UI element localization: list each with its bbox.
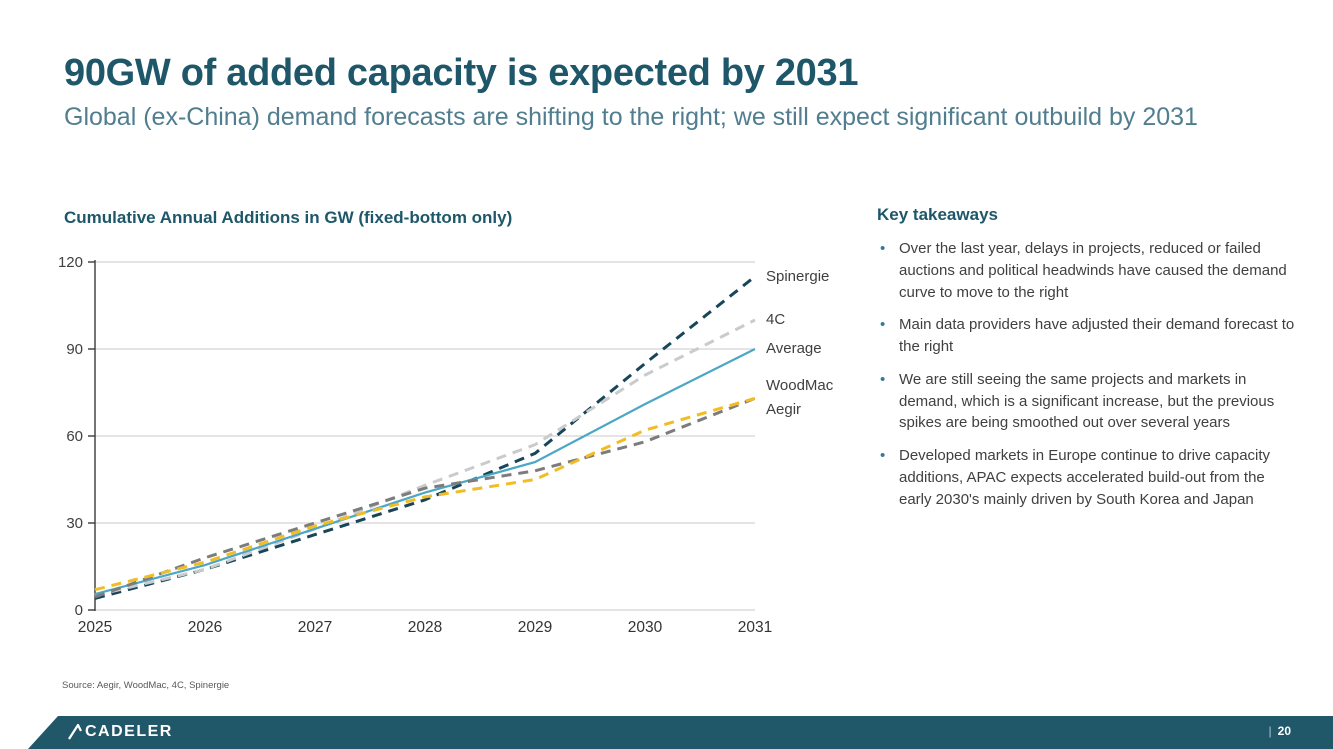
x-tick-label: 2030	[628, 619, 663, 636]
cadeler-logo-text: CADELER	[85, 723, 173, 740]
series-line-4c	[94, 318, 756, 597]
takeaway-text: Main data providers have adjusted their …	[899, 316, 1295, 355]
x-tick-label: 2025	[78, 619, 112, 636]
source-note: Source: Aegir, WoodMac, 4C, Spinergie	[62, 680, 230, 691]
page-number: | 20	[1269, 724, 1291, 738]
series-label-spinergie: Spinergie	[766, 267, 830, 285]
x-tick-label: 2026	[188, 619, 222, 636]
x-tick-label: 2031	[738, 619, 772, 636]
page-title: 90GW of added capacity is expected by 20…	[64, 52, 859, 94]
series-label-average: Average	[766, 340, 822, 357]
y-tick-label: 60	[66, 428, 83, 445]
chart-title: Cumulative Annual Additions in GW (fixed…	[64, 208, 513, 227]
page-number-value: 20	[1277, 724, 1291, 738]
takeaway-item: • We are still seeing the same projects …	[877, 369, 1302, 434]
x-tick-label: 2027	[298, 619, 332, 636]
page-subtitle: Global (ex-China) demand forecasts are s…	[64, 103, 1198, 131]
y-tick-label: 90	[66, 341, 83, 358]
series-line-average	[94, 348, 756, 596]
cadeler-logo-mark-icon	[68, 724, 82, 740]
takeaway-item: • Main data providers have adjusted thei…	[877, 314, 1302, 358]
series-label-woodmac: WoodMac	[766, 377, 834, 395]
y-tick-label: 0	[75, 602, 83, 619]
x-tick-label: 2028	[408, 619, 442, 636]
bullet-icon: •	[880, 447, 886, 464]
bullet-icon: •	[880, 316, 886, 334]
page-number-separator: |	[1268, 724, 1272, 738]
series-label-4c: 4C	[766, 311, 786, 328]
takeaway-text: Developed markets in Europe continue to …	[899, 447, 1271, 508]
series-line-spinergie	[94, 275, 756, 600]
footer-bar: CADELER | 20	[28, 716, 1333, 749]
takeaway-text: Over the last year, delays in projects, …	[899, 240, 1287, 301]
takeaway-text: We are still seeing the same projects an…	[899, 370, 1275, 432]
capacity-line-chart: 0 30 60 90 120 2025 2026 2027 2028 2029 2030 2031	[58, 254, 772, 636]
bullet-icon: •	[880, 240, 886, 257]
cadeler-logo: CADELER	[68, 723, 173, 741]
series-line-woodmac	[94, 396, 756, 599]
key-takeaways-panel: Key takeaways • Over the last year, dela…	[877, 205, 1302, 521]
takeaway-item: • Developed markets in Europe continue t…	[877, 445, 1302, 510]
takeaway-item: • Over the last year, delays in projects…	[877, 238, 1302, 303]
key-takeaways-title: Key takeaways	[877, 205, 998, 224]
series-line-aegir	[94, 396, 756, 592]
bullet-icon: •	[880, 370, 886, 388]
y-tick-label: 120	[58, 254, 83, 271]
x-tick-label: 2029	[518, 619, 552, 636]
series-label-aegir: Aegir	[766, 401, 802, 419]
y-tick-label: 30	[66, 515, 83, 532]
